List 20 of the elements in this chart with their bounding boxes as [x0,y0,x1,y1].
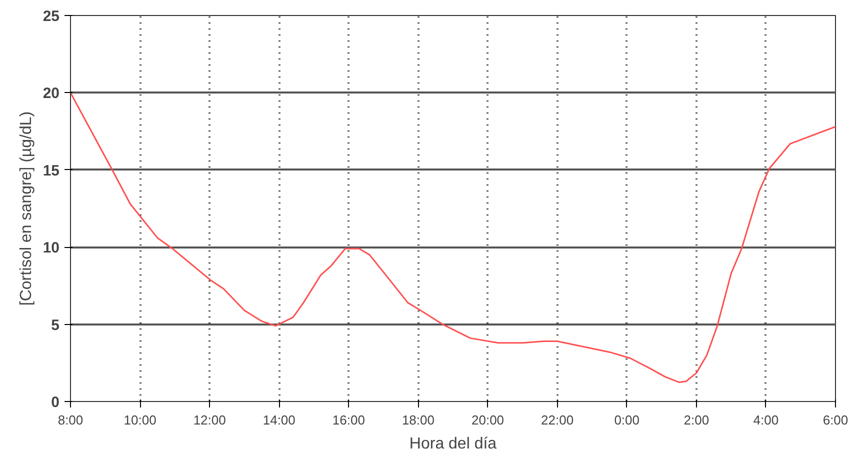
x-tick-label: 20:00 [472,412,504,428]
y-tick-label: 20 [42,85,60,102]
x-tick-label: 4:00 [753,412,779,428]
x-tick-label: 8:00 [58,412,84,428]
x-tick-label: 10:00 [124,412,156,428]
x-tick-label: 14:00 [262,412,296,428]
y-tick-label: 25 [42,8,60,25]
y-tick-label: 10 [42,240,60,257]
y-tick-label: 0 [51,394,60,411]
y-axis-title: [Cortisol en sangre] (µg/dL) [18,111,35,306]
y-tick-label: 5 [51,316,60,334]
x-tick-label: 18:00 [402,412,435,428]
x-tick-label: 16:00 [332,412,365,428]
x-tick-label: 2:00 [684,412,710,428]
x-tick-label: 6:00 [822,412,848,428]
x-tick-label: 12:00 [193,412,226,428]
y-tick-label: 15 [42,162,60,180]
x-tick-label: 22:00 [541,412,574,428]
x-tick-label: 0:00 [614,412,640,428]
x-axis-title: Hora del día [409,436,497,452]
